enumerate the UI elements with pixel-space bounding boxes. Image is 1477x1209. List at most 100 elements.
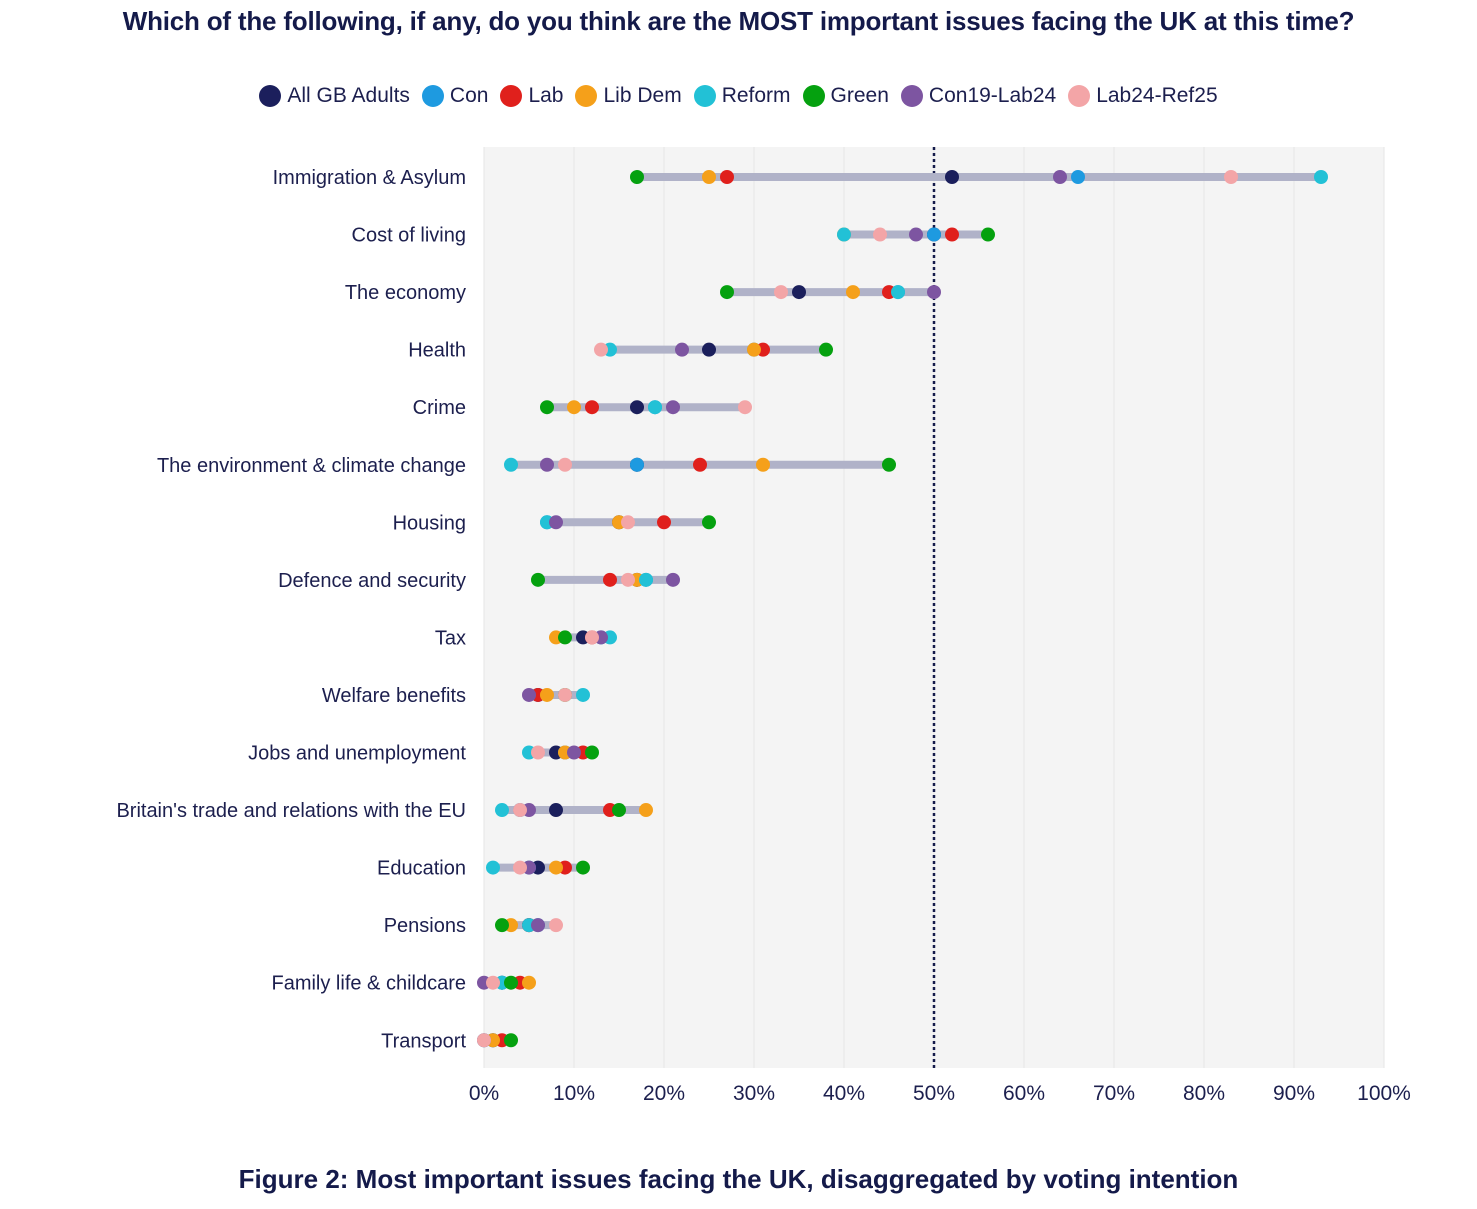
legend-swatch — [900, 85, 923, 107]
dot-lab24-ref25 — [594, 342, 608, 357]
dot-lab24-ref25 — [477, 1033, 491, 1048]
x-tick-label: 70% — [1093, 1082, 1135, 1105]
dot-lib-dem — [846, 285, 860, 300]
dot-green — [702, 515, 716, 530]
dot-lab24-ref25 — [558, 687, 572, 702]
x-tick-label: 30% — [733, 1082, 775, 1105]
dot-reform — [504, 457, 518, 472]
legend-item: Lab24-Ref25 — [1068, 84, 1218, 108]
legend-label: Green — [830, 84, 889, 107]
dot-con19-lab24 — [522, 687, 536, 702]
dot-con19-lab24 — [666, 572, 680, 587]
dot-reform — [891, 285, 905, 300]
legend-label: Reform — [721, 84, 791, 107]
dot-lib-dem — [567, 400, 581, 415]
dot-lib-dem — [639, 803, 653, 818]
dot-reform — [648, 400, 662, 415]
category-label: Transport — [381, 1030, 466, 1052]
category-label: Housing — [393, 512, 466, 534]
category-label: Pensions — [384, 915, 466, 937]
x-tick-label: 100% — [1357, 1082, 1411, 1105]
dot-green — [531, 572, 545, 587]
dot-green — [504, 1033, 518, 1048]
dot-lib-dem — [702, 170, 716, 184]
dot-all-gb-adults — [549, 803, 563, 818]
dot-green — [981, 227, 995, 242]
dot-con — [1071, 170, 1085, 184]
chart-title: Which of the following, if any, do you t… — [122, 6, 1355, 36]
dot-lab — [720, 170, 734, 184]
category-label: Immigration & Asylum — [273, 167, 466, 189]
legend-swatch — [575, 85, 598, 107]
legend-label: Con19-Lab24 — [928, 84, 1057, 107]
dot-green — [558, 630, 572, 645]
dot-lab24-ref25 — [486, 975, 500, 990]
x-tick-label: 20% — [643, 1082, 685, 1105]
dot-con19-lab24 — [567, 745, 581, 760]
legend-label: Lab — [528, 84, 564, 107]
legend-item: Lib Dem — [575, 84, 682, 108]
dot-all-gb-adults — [630, 400, 644, 415]
legend-item: Reform — [693, 84, 791, 108]
dot-green — [720, 285, 734, 300]
category-label: Britain's trade and relations with the E… — [116, 800, 466, 822]
category-label: Welfare benefits — [322, 685, 466, 707]
dot-lib-dem — [522, 975, 536, 990]
x-tick-label: 50% — [913, 1082, 955, 1105]
dot-green — [585, 745, 599, 760]
dot-lab — [945, 227, 959, 242]
dot-lab — [693, 457, 707, 472]
dot-con19-lab24 — [675, 342, 689, 357]
x-tick-label: 80% — [1183, 1082, 1225, 1105]
dot-lab24-ref25 — [513, 803, 527, 818]
dot-con19-lab24 — [909, 227, 923, 242]
dot-reform — [1314, 170, 1328, 184]
category-label: Defence and security — [278, 570, 466, 592]
legend-item: Green — [802, 84, 889, 108]
legend-swatch — [693, 85, 716, 107]
dot-lab24-ref25 — [549, 918, 563, 933]
category-label: Tax — [435, 627, 466, 649]
legend-swatch — [259, 85, 282, 107]
dot-lab — [585, 400, 599, 415]
legend-swatch — [1068, 85, 1091, 107]
legend: All GB Adults Con Lab Lib Dem Reform Green Con… — [0, 84, 1477, 108]
category-label: Health — [408, 340, 466, 362]
dot-lab24-ref25 — [558, 457, 572, 472]
dot-lib-dem — [540, 687, 554, 702]
dot-con19-lab24 — [927, 285, 941, 300]
dot-green — [504, 975, 518, 990]
category-label: Education — [377, 858, 466, 880]
dot-lab24-ref25 — [513, 860, 527, 875]
dot-con — [630, 457, 644, 472]
dot-all-gb-adults — [792, 285, 806, 300]
dot-con19-lab24 — [549, 515, 563, 530]
dot-green — [612, 803, 626, 818]
category-label: Crime — [413, 397, 466, 419]
dot-green — [819, 342, 833, 357]
dot-green — [882, 457, 896, 472]
dot-all-gb-adults — [702, 342, 716, 357]
legend-swatch — [421, 85, 444, 107]
dot-con — [927, 227, 941, 242]
dot-lib-dem — [549, 860, 563, 875]
legend-swatch — [802, 85, 825, 107]
x-tick-label: 40% — [823, 1082, 865, 1105]
dot-lab24-ref25 — [774, 285, 788, 300]
dot-con19-lab24 — [531, 918, 545, 933]
dot-lab24-ref25 — [621, 515, 635, 530]
category-label: Family life & childcare — [271, 973, 466, 995]
dot-con19-lab24 — [666, 400, 680, 415]
x-tick-label: 10% — [553, 1082, 595, 1105]
dot-reform — [576, 687, 590, 702]
legend-label: Con — [449, 84, 489, 107]
x-tick-label: 0% — [469, 1082, 499, 1105]
dot-green — [630, 170, 644, 184]
dot-reform — [639, 572, 653, 587]
dot-reform — [837, 227, 851, 242]
dot-lab24-ref25 — [1224, 170, 1238, 184]
legend-label: Lab24-Ref25 — [1096, 84, 1218, 107]
x-tick-label: 90% — [1273, 1082, 1315, 1105]
dot-reform — [486, 860, 500, 875]
category-label: The economy — [345, 282, 466, 304]
